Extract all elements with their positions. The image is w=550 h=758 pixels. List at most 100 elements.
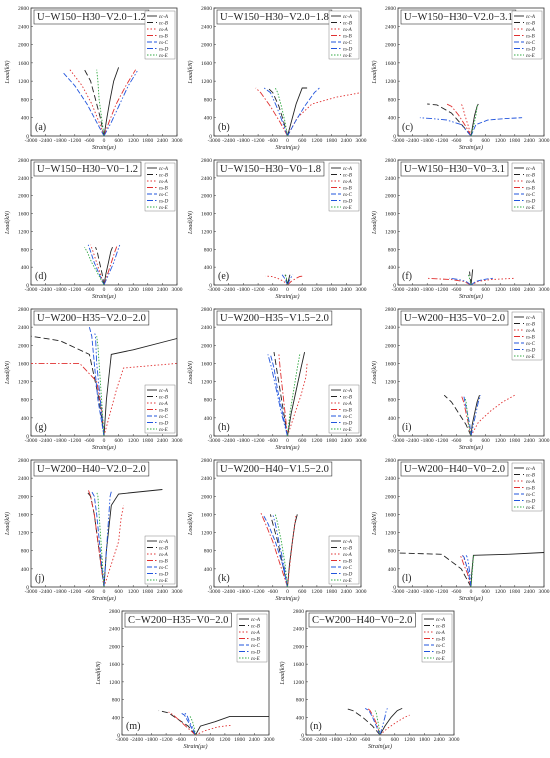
legend-label: εs-C <box>436 644 446 649</box>
x-tick-label: 2400 <box>157 287 168 293</box>
legend-label: εs-B <box>159 186 168 191</box>
y-tick-label: 2400 <box>109 627 120 633</box>
x-axis-label: Strain(με) <box>275 444 299 451</box>
y-tick-label: 2400 <box>18 176 29 182</box>
y-tick-label: 800 <box>21 549 30 555</box>
x-axis-label: Strain(με) <box>459 293 483 300</box>
y-tick-label: 2000 <box>201 343 212 349</box>
legend-label: εs-D <box>159 572 169 577</box>
x-tick-label: 2400 <box>157 589 168 595</box>
x-tick-label: 1800 <box>419 737 430 743</box>
panel-title: U−W200−H40−V0−2.0 <box>404 464 505 475</box>
x-tick-label: -2400 <box>222 589 235 595</box>
legend-label: εc-A <box>343 389 353 394</box>
legend-label: εs-C <box>159 193 169 198</box>
x-tick-label: 600 <box>114 287 123 293</box>
x-tick-label: 3000 <box>539 287 550 293</box>
panel-title-box <box>216 461 333 477</box>
x-tick-label: 1800 <box>142 287 153 293</box>
x-tick-label: 2400 <box>341 287 352 293</box>
y-tick-label: 1600 <box>18 212 29 218</box>
x-tick-label: 1800 <box>326 589 337 595</box>
series-line <box>427 103 472 137</box>
y-tick-label: 400 <box>388 116 397 122</box>
x-tick-label: -600 <box>84 589 94 595</box>
series-line <box>287 363 308 437</box>
y-tick-label: 800 <box>21 97 30 103</box>
series-line <box>285 274 288 286</box>
series-line <box>449 277 472 286</box>
x-axis-label: Strain(με) <box>275 293 299 300</box>
x-tick-label: -3000 <box>392 589 405 595</box>
x-tick-label: 3000 <box>264 737 275 743</box>
x-tick-label: 1200 <box>311 589 322 595</box>
y-tick-label: 0 <box>209 134 212 140</box>
x-tick-label: -600 <box>451 287 461 293</box>
y-tick-label: 1600 <box>18 512 29 518</box>
y-tick-label: 1600 <box>385 361 396 367</box>
legend-label: εs-E <box>343 579 352 584</box>
series-line <box>397 552 472 588</box>
y-tick-label: 1600 <box>201 61 212 67</box>
series-line <box>470 269 474 286</box>
panel-title-box <box>216 161 325 177</box>
x-tick-label: 2400 <box>524 138 535 144</box>
y-tick-label: 1200 <box>385 380 396 386</box>
series-line <box>168 711 196 736</box>
legend-label: εs-A <box>159 402 169 407</box>
legend-label: εs-E <box>159 579 168 584</box>
x-axis-label: Strain(με) <box>275 144 299 151</box>
x-tick-label: -3000 <box>116 737 129 743</box>
y-tick-label: 1200 <box>109 680 120 686</box>
y-tick-label: 800 <box>21 247 30 253</box>
series-line <box>269 514 288 588</box>
series-line <box>195 724 233 736</box>
x-tick-label: 600 <box>481 287 490 293</box>
x-tick-label: -2400 <box>406 438 419 444</box>
panel-title-box <box>400 310 509 326</box>
series-line <box>374 710 381 736</box>
panel-title: U−W150−H30−V0−1.8 <box>220 164 321 175</box>
y-tick-label: 2000 <box>201 194 212 200</box>
legend-label: εs-A <box>343 553 353 558</box>
x-axis-label: Strain(με) <box>368 743 392 750</box>
panel-title: U−W200−H35−V1.5−2.0 <box>220 313 329 324</box>
legend-label: εs-D <box>159 421 169 426</box>
y-tick-label: 400 <box>21 265 30 271</box>
panel-title-box <box>124 612 232 628</box>
x-tick-label: 1800 <box>326 438 337 444</box>
legend-label: εs-C <box>159 41 169 46</box>
x-tick-label: 3000 <box>539 438 550 444</box>
y-axis-label: Load(kN) <box>371 61 378 85</box>
y-tick-label: 0 <box>393 134 396 140</box>
legend-label: εs-C <box>159 415 169 420</box>
x-tick-label: 1800 <box>509 138 520 144</box>
series-line <box>87 489 105 588</box>
x-tick-label: 2400 <box>341 438 352 444</box>
panel-title: U−W150−H30−V2.0−1.8 <box>220 12 329 23</box>
x-tick-label: -3000 <box>392 138 405 144</box>
legend-box <box>236 613 268 663</box>
y-tick-label: 800 <box>388 247 397 253</box>
x-axis-label: Strain(με) <box>183 743 207 750</box>
panel-title-box <box>33 310 150 326</box>
x-axis-label: Strain(με) <box>92 293 116 300</box>
legend-box <box>511 311 543 361</box>
series-line <box>460 103 472 137</box>
y-axis-label: Load(kN) <box>4 361 11 385</box>
series-line <box>470 394 516 437</box>
series-line <box>30 335 105 437</box>
x-tick-label: -1800 <box>54 138 67 144</box>
x-tick-label: 0 <box>286 138 289 144</box>
series-line <box>195 715 269 736</box>
x-tick-label: 3000 <box>172 138 183 144</box>
series-line <box>180 712 196 736</box>
x-tick-label: 1800 <box>509 287 520 293</box>
x-tick-label: -1200 <box>68 589 81 595</box>
legend-label: εc-A <box>159 167 169 172</box>
series-line <box>379 708 388 736</box>
legend-box <box>328 384 360 434</box>
y-tick-label: 2000 <box>201 43 212 49</box>
x-tick-label: 2400 <box>341 138 352 144</box>
x-tick-label: 2400 <box>524 438 535 444</box>
